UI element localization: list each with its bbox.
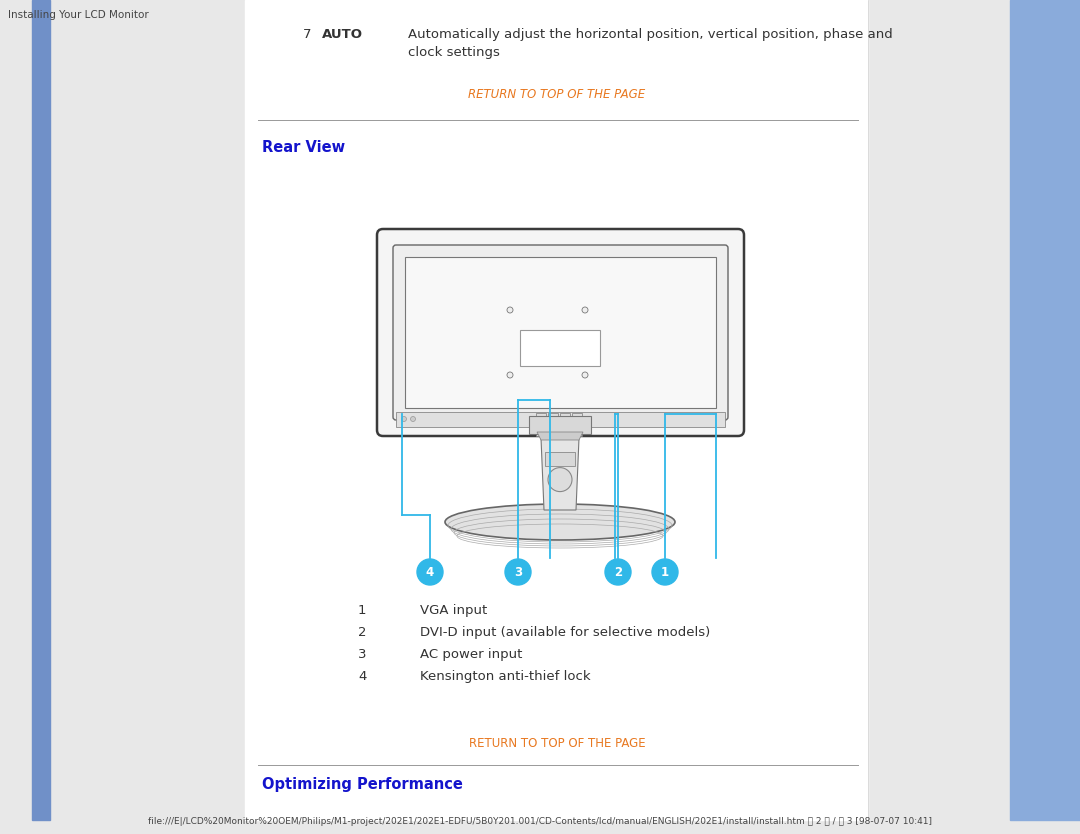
Text: DVI-D input (available for selective models): DVI-D input (available for selective mod…: [420, 626, 711, 639]
Bar: [545, 452, 575, 466]
Bar: [1010, 0, 1080, 820]
Text: VGA input: VGA input: [420, 604, 487, 617]
Bar: [868, 0, 1080, 834]
Circle shape: [410, 416, 416, 421]
Bar: [32, 0, 50, 820]
Text: 7: 7: [303, 28, 311, 41]
FancyBboxPatch shape: [393, 245, 728, 420]
Polygon shape: [537, 432, 583, 440]
Bar: [396, 412, 725, 427]
Text: 2: 2: [357, 626, 366, 639]
Text: file:///E|/LCD%20Monitor%20OEM/Philips/M1-project/202E1/202E1-EDFU/5B0Y201.001/C: file:///E|/LCD%20Monitor%20OEM/Philips/M…: [148, 817, 932, 826]
Bar: [572, 425, 582, 436]
Circle shape: [652, 559, 678, 585]
Text: AC power input: AC power input: [420, 648, 523, 661]
Circle shape: [582, 307, 588, 313]
Text: 4: 4: [357, 670, 366, 683]
Text: Automatically adjust the horizontal position, vertical position, phase and
clock: Automatically adjust the horizontal posi…: [408, 28, 893, 59]
Circle shape: [402, 416, 406, 421]
Bar: [536, 413, 546, 424]
Circle shape: [548, 468, 572, 491]
Text: RETURN TO TOP OF THE PAGE: RETURN TO TOP OF THE PAGE: [469, 88, 646, 101]
Text: Kensington anti-thief lock: Kensington anti-thief lock: [420, 670, 591, 683]
Circle shape: [605, 559, 631, 585]
Text: 2: 2: [613, 565, 622, 579]
Circle shape: [507, 372, 513, 378]
Text: Optimizing Performance: Optimizing Performance: [262, 777, 463, 792]
Text: Rear View: Rear View: [262, 140, 346, 155]
Bar: [0, 0, 245, 834]
Circle shape: [582, 372, 588, 378]
Ellipse shape: [445, 504, 675, 540]
Circle shape: [417, 559, 443, 585]
Text: AUTO: AUTO: [322, 28, 363, 41]
Bar: [548, 425, 558, 436]
Text: Installing Your LCD Monitor: Installing Your LCD Monitor: [8, 10, 149, 20]
Circle shape: [507, 307, 513, 313]
FancyBboxPatch shape: [377, 229, 744, 436]
Bar: [561, 413, 570, 424]
Text: 3: 3: [357, 648, 366, 661]
Bar: [548, 413, 558, 424]
Bar: [245, 0, 868, 820]
Bar: [519, 330, 600, 366]
Text: 1: 1: [357, 604, 366, 617]
Bar: [561, 425, 570, 436]
Text: RETURN TO TOP OF THE PAGE: RETURN TO TOP OF THE PAGE: [469, 737, 646, 750]
Text: 3: 3: [514, 565, 522, 579]
Bar: [572, 413, 582, 424]
Bar: [536, 425, 546, 436]
Bar: [405, 257, 716, 408]
Polygon shape: [541, 438, 579, 510]
Circle shape: [505, 559, 531, 585]
Bar: [529, 416, 591, 434]
Text: 4: 4: [426, 565, 434, 579]
Text: 1: 1: [661, 565, 670, 579]
